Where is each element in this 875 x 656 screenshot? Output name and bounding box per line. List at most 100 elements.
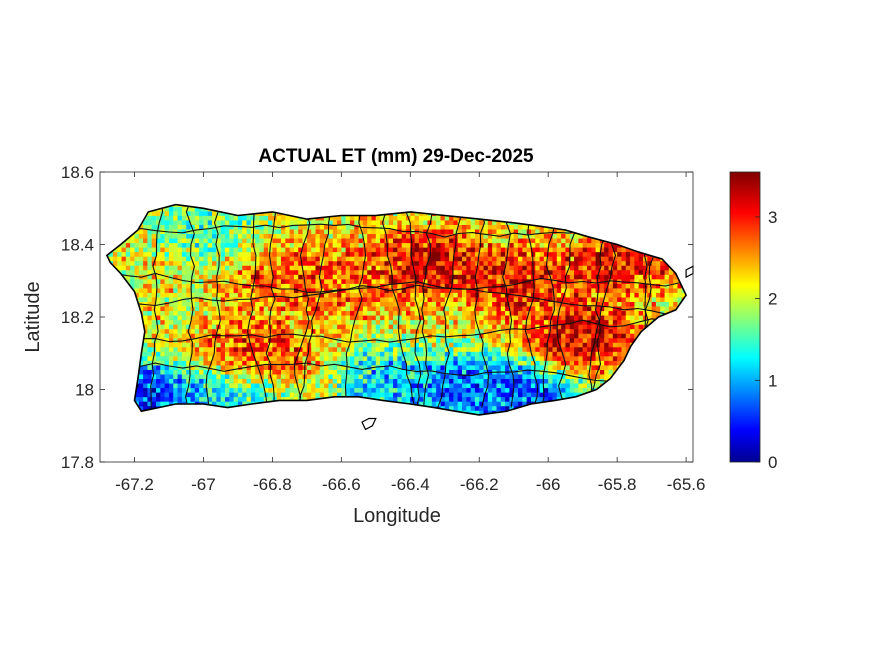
et-cell xyxy=(160,297,166,302)
et-cell xyxy=(168,355,174,361)
et-cell xyxy=(436,288,441,293)
et-cell xyxy=(440,355,446,361)
et-cell xyxy=(289,288,295,293)
et-cell xyxy=(250,383,256,389)
et-cell xyxy=(449,215,454,221)
et-cell xyxy=(341,283,347,289)
et-cell xyxy=(160,365,166,370)
et-cell xyxy=(479,283,484,289)
et-cell xyxy=(203,328,209,334)
et-cell xyxy=(194,247,200,253)
et-cell xyxy=(380,342,385,348)
et-cell xyxy=(168,328,174,334)
et-cell xyxy=(216,383,222,389)
et-cell xyxy=(306,378,312,384)
et-cell xyxy=(293,374,299,380)
et-cell xyxy=(418,328,424,334)
et-cell xyxy=(487,288,493,293)
et-cell xyxy=(203,337,209,343)
et-cell xyxy=(255,319,260,325)
et-cell xyxy=(397,306,403,312)
et-cell xyxy=(216,274,222,280)
et-cell xyxy=(181,324,187,330)
et-cell xyxy=(194,319,200,325)
et-cell xyxy=(436,360,441,366)
et-cell xyxy=(405,360,411,366)
et-cell xyxy=(384,274,390,280)
et-cell xyxy=(500,260,506,266)
et-cell xyxy=(125,269,131,275)
et-cell xyxy=(453,224,459,230)
et-cell xyxy=(156,401,161,407)
et-cell xyxy=(293,337,299,343)
et-cell xyxy=(156,342,161,348)
et-cell xyxy=(190,215,196,221)
et-cell xyxy=(431,328,437,334)
et-cell xyxy=(423,401,428,407)
et-cell xyxy=(492,251,497,257)
et-cell xyxy=(397,265,403,271)
et-cell xyxy=(479,374,484,380)
et-cell xyxy=(168,401,174,407)
et-cell xyxy=(324,297,329,302)
et-cell xyxy=(345,351,351,357)
et-cell xyxy=(384,224,390,230)
et-cell xyxy=(457,306,463,312)
et-cell xyxy=(319,374,325,380)
et-cell xyxy=(414,346,420,352)
et-cell xyxy=(177,265,183,271)
et-cell xyxy=(349,278,355,284)
et-cell xyxy=(194,229,200,235)
et-cell xyxy=(181,224,187,230)
et-cell xyxy=(436,337,441,343)
et-cell xyxy=(341,392,347,398)
et-cell xyxy=(298,301,303,307)
et-cell xyxy=(233,387,239,393)
et-cell xyxy=(143,260,148,266)
et-cell xyxy=(462,224,467,230)
et-cell xyxy=(315,378,321,384)
et-cell xyxy=(207,315,213,321)
et-cell xyxy=(354,310,359,316)
et-cell xyxy=(190,265,196,271)
et-cell xyxy=(259,292,265,298)
et-cell xyxy=(431,383,437,389)
et-cell xyxy=(173,346,178,352)
et-cell xyxy=(470,274,476,280)
et-cell xyxy=(457,269,463,275)
et-cell xyxy=(449,310,454,316)
et-cell xyxy=(289,346,295,352)
et-cell xyxy=(242,315,247,321)
et-cell xyxy=(156,283,161,289)
et-cell xyxy=(371,233,377,239)
et-cell xyxy=(268,229,273,235)
et-cell xyxy=(384,265,390,271)
et-cell xyxy=(453,297,459,302)
et-cell xyxy=(444,378,450,384)
et-cell xyxy=(380,256,385,262)
et-cell xyxy=(496,242,502,248)
et-cell xyxy=(362,310,368,316)
et-cell xyxy=(457,374,463,380)
et-cell xyxy=(311,378,316,384)
et-cell xyxy=(393,319,398,325)
et-cell xyxy=(121,269,127,275)
et-cell xyxy=(427,297,433,302)
et-cell xyxy=(194,233,200,239)
et-cell xyxy=(375,247,381,253)
et-cell xyxy=(156,360,161,366)
et-cell xyxy=(397,229,403,235)
et-cell xyxy=(293,238,299,244)
et-cell xyxy=(410,337,415,343)
et-cell xyxy=(177,288,183,293)
et-cell xyxy=(281,260,286,266)
et-cell xyxy=(449,324,454,330)
et-cell xyxy=(242,215,247,221)
et-cell xyxy=(194,328,200,334)
et-cell xyxy=(246,310,252,316)
chart-title: ACTUAL ET (mm) 29-Dec-2025 xyxy=(258,146,534,167)
et-cell xyxy=(384,378,390,384)
et-cell xyxy=(401,387,407,393)
et-cell xyxy=(393,387,398,393)
et-cell xyxy=(418,337,424,343)
